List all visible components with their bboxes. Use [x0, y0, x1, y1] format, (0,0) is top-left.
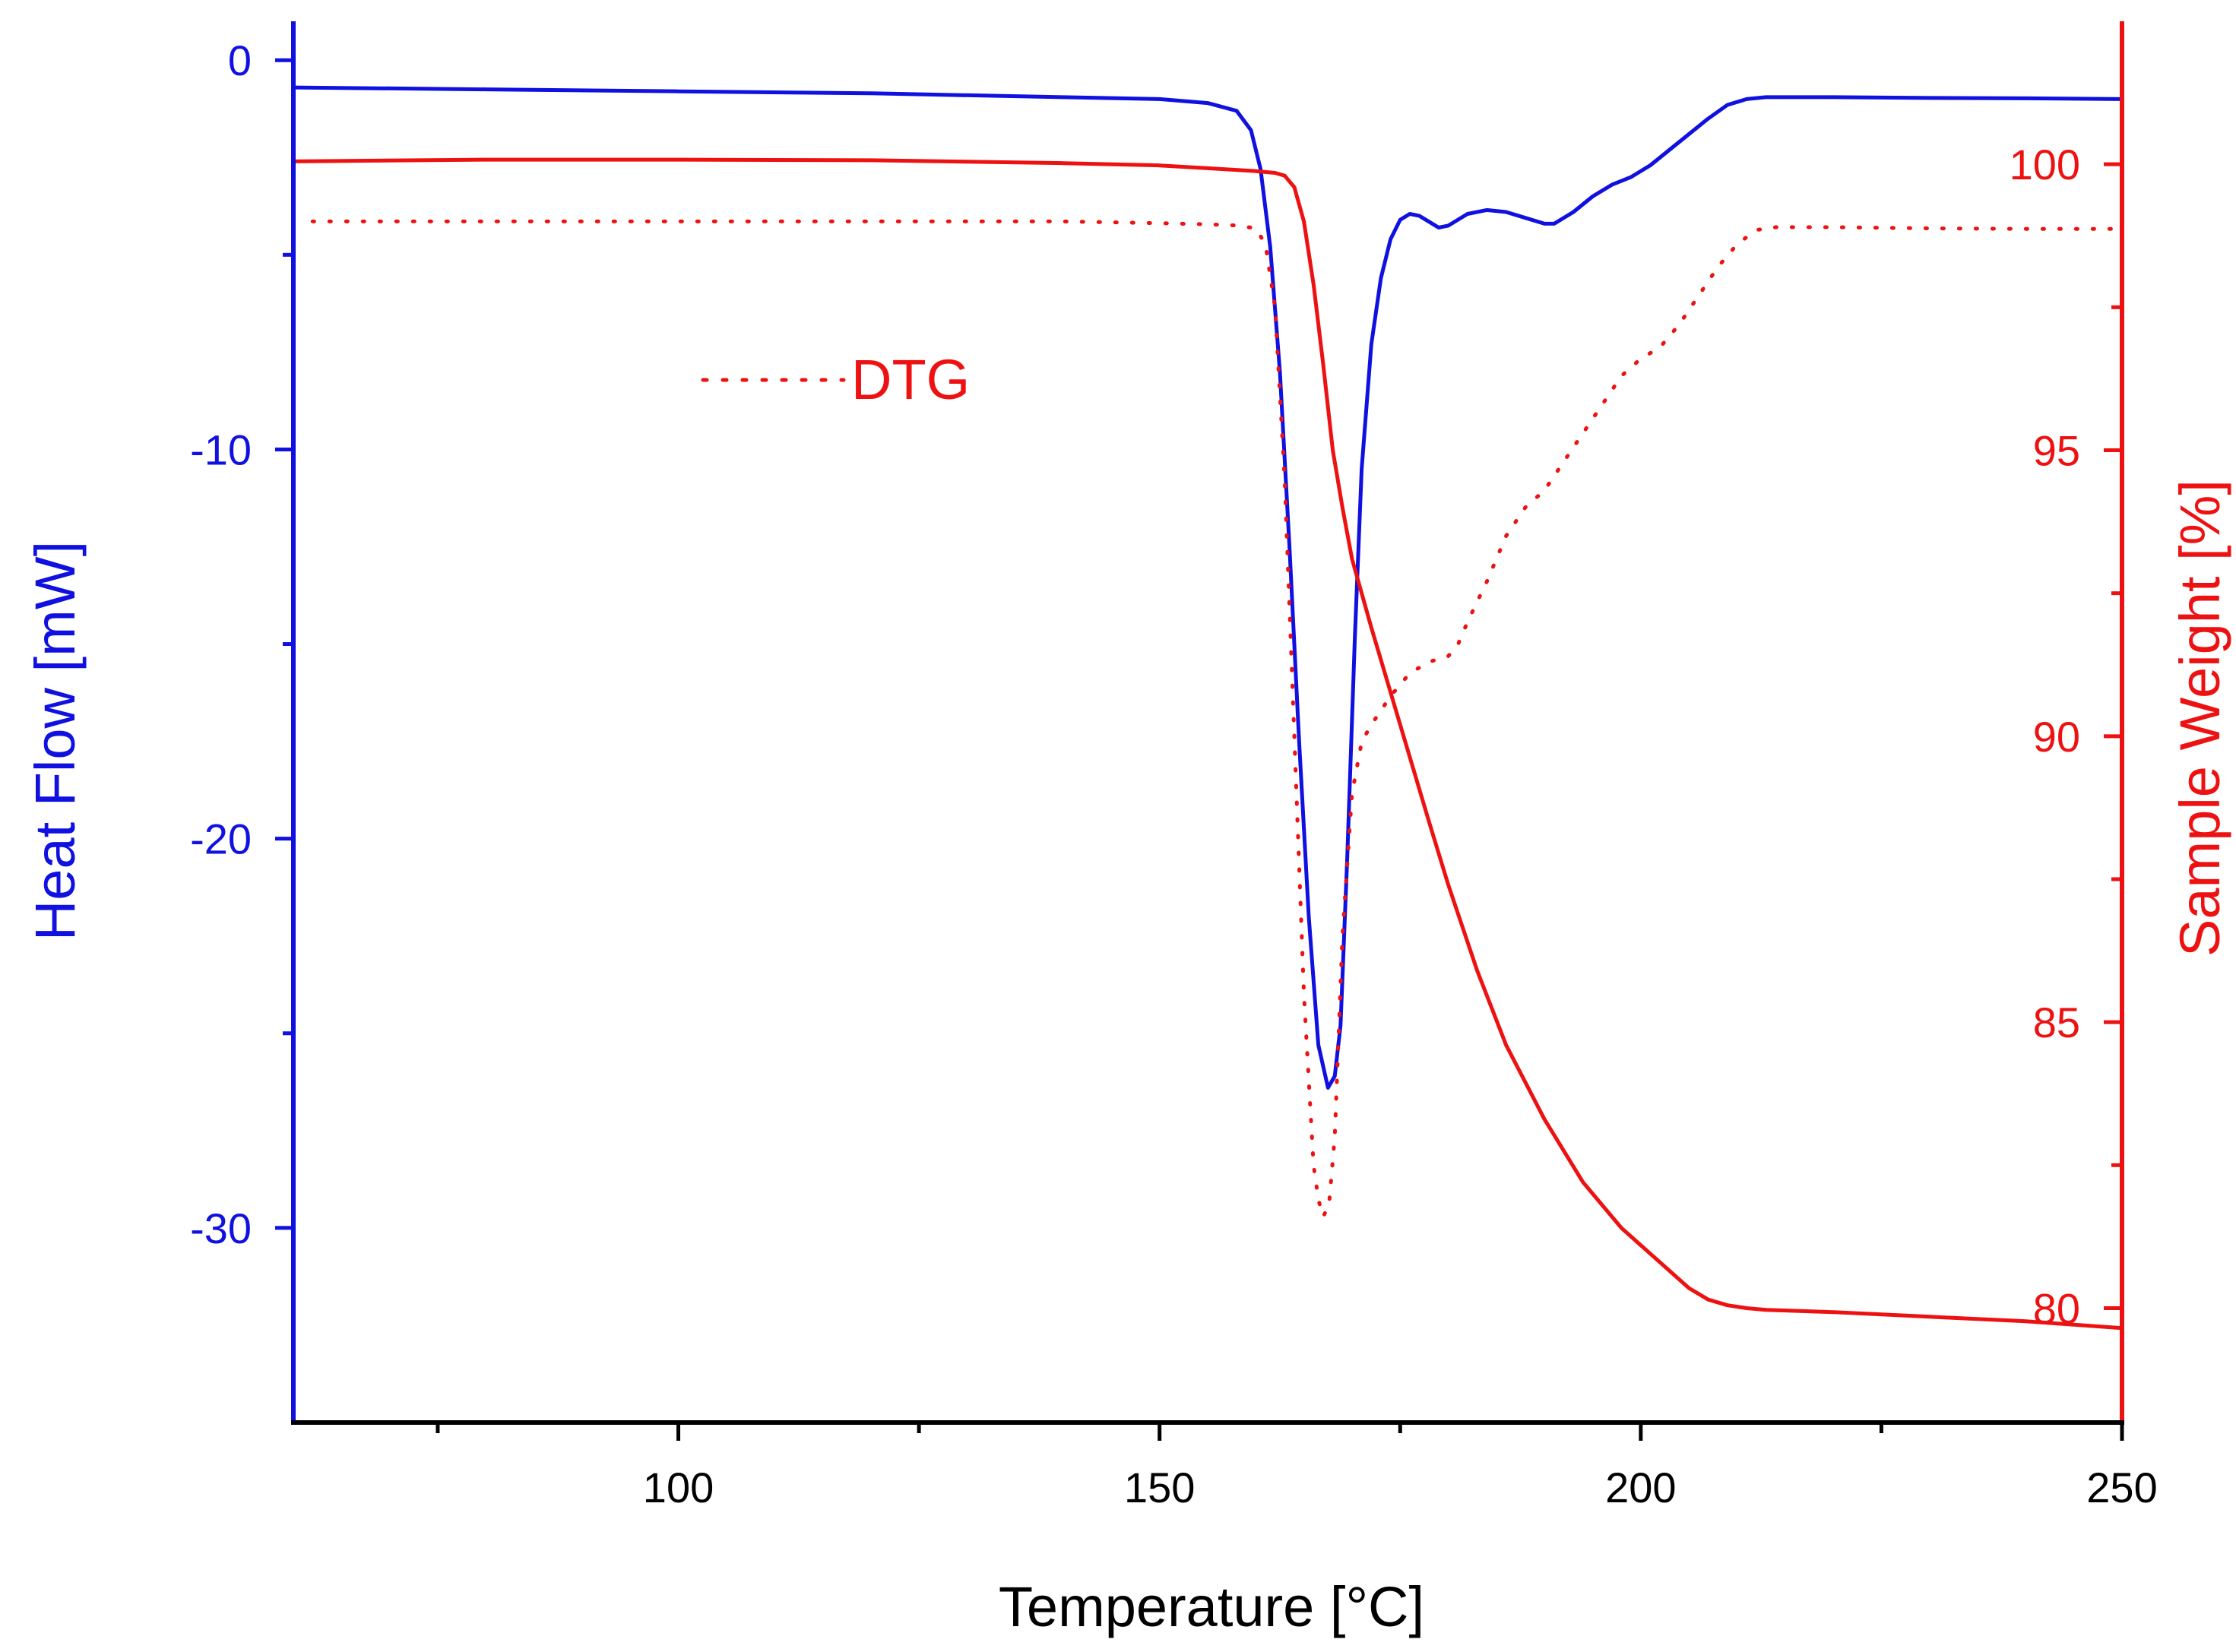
y-right-ticks: 100 95 90 85 80 — [2010, 141, 2122, 1332]
x-tick-label: 150 — [1124, 1464, 1195, 1511]
x-ticks: 100 150 200 250 — [435, 1423, 2158, 1511]
series-heat-flow-line — [291, 85, 2124, 1090]
y-tick-label: -20 — [190, 815, 252, 863]
y-right-tick-label: 95 — [2033, 426, 2080, 474]
series-dtg-line — [310, 219, 2124, 1219]
y-right-tick-label: 80 — [2033, 1284, 2080, 1332]
y-tick-label: -10 — [190, 426, 252, 473]
x-axis-title: Temperature [°C] — [999, 1575, 1424, 1638]
y-axis-title-right: Sample Weight [%] — [2168, 479, 2231, 957]
x-tick-label: 200 — [1605, 1464, 1676, 1511]
x-tick-label: 250 — [2086, 1464, 2157, 1511]
x-tick-label: 100 — [643, 1464, 714, 1511]
y-right-tick-label: 90 — [2033, 713, 2080, 761]
y-ticks: 0 -10 -20 -30 — [190, 36, 293, 1252]
legend-dtg-label: DTG — [851, 348, 970, 411]
series-sample-weight-line — [291, 157, 2124, 1331]
y-axis-title-left: Heat Flow [mW] — [24, 541, 87, 941]
y-tick-label: 0 — [228, 36, 252, 84]
y-right-tick-label: 85 — [2033, 998, 2080, 1046]
y-right-tick-label: 100 — [2010, 141, 2080, 188]
y-tick-label: -30 — [190, 1204, 252, 1252]
plot-lines — [291, 85, 2124, 1331]
